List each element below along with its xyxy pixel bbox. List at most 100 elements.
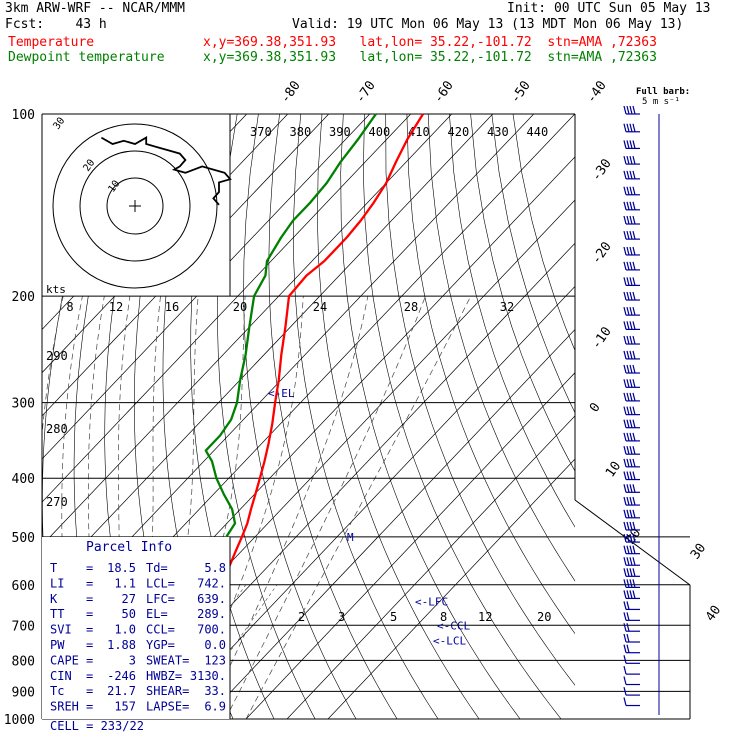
dewpoint-location-info: x,y=369.38,351.93 lat,lon= 35.22,-101.72… xyxy=(203,50,657,65)
dry-adiabat-line xyxy=(512,114,575,352)
isotherm-label-right: -20 xyxy=(589,239,615,267)
parcel-row-value-left: 21.7 xyxy=(107,684,136,698)
wind-barb xyxy=(623,215,640,225)
wind-barb-flag xyxy=(626,321,630,330)
wind-barb xyxy=(623,246,640,256)
theta-e-label: 430 xyxy=(487,125,509,139)
parcel-row-label-left: SVI xyxy=(50,623,72,637)
wind-barb xyxy=(623,350,640,360)
wind-barb-flag xyxy=(626,623,630,632)
level-annotation: M xyxy=(347,531,354,544)
wind-barb-flag xyxy=(623,623,627,632)
wind-barb-flag xyxy=(626,590,630,599)
wind-barb-flag xyxy=(629,496,633,506)
wind-barb-flag xyxy=(629,509,633,518)
isotherm-line xyxy=(327,458,575,719)
temperature-legend: Temperature xyxy=(8,35,95,50)
wind-barb-flag xyxy=(623,458,627,467)
wind-barb xyxy=(623,557,640,566)
wind-barb-flag xyxy=(623,686,627,696)
wind-barb-flag xyxy=(629,579,633,588)
dry-adiabat-line xyxy=(362,114,562,719)
wind-barb-flag xyxy=(632,579,636,588)
pressure-tick-label: 900 xyxy=(12,685,35,700)
wind-barb xyxy=(623,406,640,416)
wind-barb xyxy=(623,335,640,345)
parcel-row-label-right: Td= xyxy=(146,561,168,575)
wind-barb-flag xyxy=(629,533,633,543)
wind-barb-flag xyxy=(629,201,633,210)
wind-barb xyxy=(623,446,640,455)
wind-barb-flag xyxy=(629,230,633,240)
wind-barb xyxy=(623,458,640,468)
wind-barb-flag xyxy=(626,291,630,301)
moist-adiabat-line xyxy=(225,295,426,719)
wind-barb-flag xyxy=(623,350,627,360)
wind-barb-flag xyxy=(629,140,633,149)
dry-adiabat-line xyxy=(293,114,439,719)
parcel-row-value-left: 1.88 xyxy=(107,638,136,652)
parcel-info-title: Parcel Info xyxy=(86,540,172,555)
wind-barb-flag xyxy=(623,306,627,316)
wind-barb-flag xyxy=(632,321,636,330)
wind-barb-flag xyxy=(623,471,627,480)
dry-adiabat-line xyxy=(217,114,316,719)
wind-barb xyxy=(623,655,640,664)
wind-barb xyxy=(623,579,640,588)
parcel-info-box: Parcel Info T = 18.5 Td= 5.8 LI = 1.1 LCL= 742. K = 2… xyxy=(42,537,231,733)
wind-barb-flag xyxy=(626,261,630,271)
wind-barb-flag xyxy=(626,379,630,388)
wind-barb-flag xyxy=(629,364,633,374)
wind-barb-flag xyxy=(629,123,633,132)
theta-e-label: 370 xyxy=(250,125,272,139)
mixing-ratio-label: 20 xyxy=(537,610,551,624)
hodograph-trace xyxy=(100,136,232,206)
parcel-row-value-right: 289. xyxy=(197,607,226,621)
isotherm-label-top: -40 xyxy=(584,78,610,106)
parcel-row-value-left: 3 xyxy=(129,653,136,667)
parcel-row-label-left: T xyxy=(50,561,57,575)
wind-barb-flag xyxy=(626,432,630,442)
wind-barb-flag xyxy=(626,496,630,506)
wind-barb-flag xyxy=(632,496,636,506)
wind-barb-flag xyxy=(629,291,633,301)
wind-barb-flag xyxy=(623,392,627,402)
parcel-row-equals: = xyxy=(86,576,93,590)
wind-barb-flag xyxy=(626,246,630,256)
wind-barb-flag xyxy=(623,545,627,554)
isotherm-label-right: 10 xyxy=(603,459,624,480)
dry-adiabat-line xyxy=(268,114,398,719)
wind-barb-flag xyxy=(632,590,636,599)
wind-barb xyxy=(623,230,640,240)
wind-barb-flag xyxy=(629,335,633,345)
wind-barb-flag xyxy=(623,655,627,664)
isotherm-label-right: 0 xyxy=(587,400,604,415)
wind-barb-flag xyxy=(629,392,633,402)
wind-barb xyxy=(623,665,640,675)
wind-barb-flag xyxy=(626,644,630,653)
wind-barb-flag xyxy=(632,123,636,132)
pressure-tick-label: 400 xyxy=(12,472,35,487)
wind-barb-flag xyxy=(632,230,636,240)
wind-barb-flag xyxy=(632,277,636,286)
wind-barb-flag xyxy=(626,201,630,210)
level-annotation: <-EL xyxy=(268,387,295,400)
parcel-row-label-left: Tc xyxy=(50,684,64,698)
wind-barb-flag xyxy=(629,350,633,360)
wind-barb-flag xyxy=(626,568,630,577)
parcel-row-label-left: LI xyxy=(50,576,64,590)
wind-barb-flag xyxy=(632,364,636,374)
wind-barb xyxy=(623,155,640,165)
wind-barb-flag xyxy=(626,364,630,374)
wind-barb-flag xyxy=(623,364,627,374)
wind-barb-flag xyxy=(629,155,633,165)
wind-barb-flag xyxy=(626,484,630,493)
parcel-row-equals: = xyxy=(86,700,93,714)
wind-barb-flag xyxy=(632,186,636,195)
mixing-ratio-label: 8 xyxy=(440,610,447,624)
wind-barb-flag xyxy=(623,590,627,599)
parcel-row-value-left: 1.1 xyxy=(114,576,136,590)
parcel-row-label-left: K xyxy=(50,592,58,606)
dry-adiabat-line xyxy=(470,114,575,472)
hodograph-axis-label: 16 xyxy=(165,300,179,314)
